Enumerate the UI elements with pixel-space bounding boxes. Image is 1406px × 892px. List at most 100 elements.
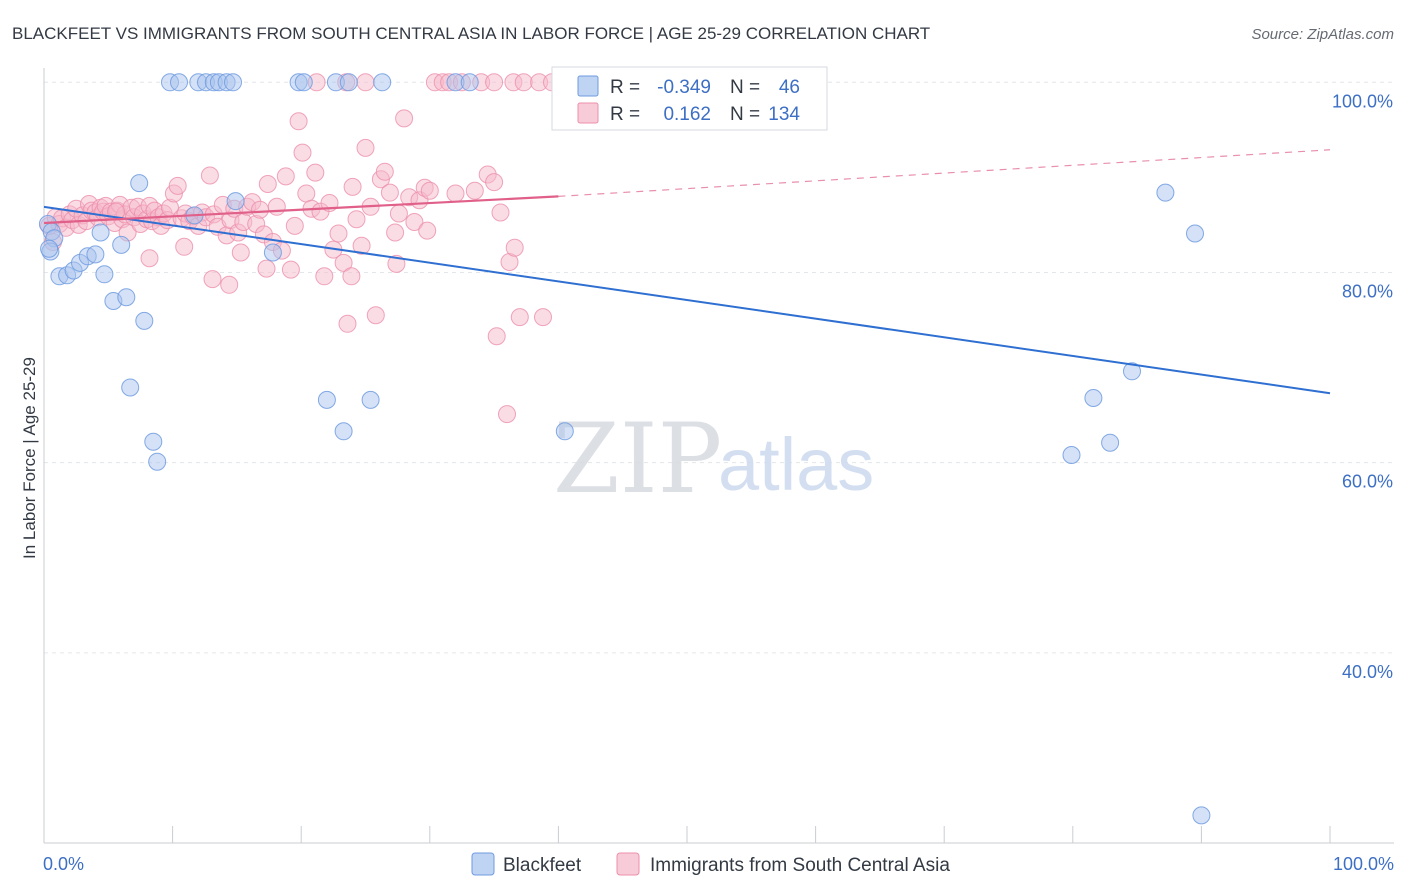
immigrants-point-130 — [220, 275, 239, 294]
legend-r-value-1: -0.349 — [657, 77, 711, 98]
legend-r-label-2: R = — [610, 104, 640, 125]
blackfeet-point-47 — [1062, 446, 1081, 464]
series-legend-label-blackfeet: Blackfeet — [503, 855, 582, 876]
immigrants-point-121 — [498, 405, 516, 424]
blackfeet-point-17 — [135, 311, 154, 330]
immigrants-point-111 — [356, 73, 375, 92]
immigrants-point-125 — [387, 254, 406, 273]
blackfeet-point-30 — [226, 192, 245, 211]
blackfeet-point-44 — [1186, 224, 1204, 243]
immigrants-point-50 — [200, 166, 219, 185]
blackfeet-point-49 — [1192, 806, 1211, 825]
immigrants-point-99 — [420, 181, 439, 200]
watermark-atlas: atlas — [718, 423, 874, 506]
series-legend: Blackfeet Immigrants from South Central … — [471, 852, 950, 876]
immigrants-point-91 — [380, 183, 399, 202]
immigrants-point-128 — [231, 243, 250, 262]
immigrants-point-82 — [338, 314, 357, 333]
y-tick-label-3: 40.0% — [1342, 662, 1393, 682]
watermark: ZIP atlas — [553, 403, 874, 515]
legend-n-value-1: 46 — [779, 77, 800, 98]
immigrants-trend-line-extrapolated — [558, 149, 1331, 197]
immigrants-point-93 — [389, 204, 408, 223]
blackfeet-point-15 — [117, 288, 136, 307]
blackfeet-point-12 — [95, 265, 114, 284]
immigrants-trend-line — [43, 195, 559, 225]
blackfeet-point-46 — [1084, 389, 1103, 407]
immigrants-point-68 — [276, 167, 295, 186]
blackfeet-point-18 — [121, 378, 140, 397]
immigrants-point-132 — [140, 249, 159, 268]
blackfeet-trend-line — [43, 205, 1331, 395]
blackfeet-point-31 — [263, 243, 282, 262]
chart-title: BLACKFEET VS IMMIGRANTS FROM SOUTH CENTR… — [12, 24, 930, 43]
immigrants-point-70 — [285, 216, 304, 235]
immigrants-point-127 — [257, 259, 276, 278]
immigrants-point-85 — [352, 236, 371, 255]
immigrants-point-77 — [315, 267, 334, 286]
blackfeet-point-41 — [460, 73, 479, 92]
immigrants-point-123 — [534, 308, 552, 327]
immigrants-point-117 — [491, 203, 510, 222]
legend-r-value-2: 0.162 — [663, 104, 711, 125]
blackfeet-point-28 — [224, 73, 242, 92]
immigrants-point-83 — [343, 177, 362, 196]
immigrants-point-88 — [366, 306, 385, 325]
immigrants-point-62 — [251, 200, 269, 219]
watermark-zip: ZIP — [553, 403, 722, 515]
blackfeet-point-20 — [148, 452, 167, 471]
blackfeet-point-36 — [373, 73, 392, 92]
blackfeet-point-45 — [1123, 362, 1141, 381]
blackfeet-point-38 — [334, 422, 353, 441]
blackfeet-point-43 — [1156, 183, 1175, 202]
immigrants-point-64 — [258, 175, 277, 193]
immigrants-point-81 — [334, 253, 353, 272]
blackfeet-point-48 — [1101, 433, 1120, 452]
immigrants-point-84 — [347, 210, 366, 229]
immigrants-point-120 — [510, 308, 529, 327]
correlation-legend: R = -0.349 N = 46 R = 0.162 N = 134 — [551, 66, 828, 131]
immigrants-point-80 — [329, 224, 348, 243]
immigrants-point-119 — [505, 238, 524, 257]
immigrants-point-75 — [306, 163, 325, 182]
trend-lines — [43, 149, 1331, 395]
blackfeet-point-37 — [317, 390, 336, 409]
blackfeet-point-10 — [86, 245, 105, 264]
blackfeet-point-42 — [555, 422, 574, 441]
immigrants-point-96 — [405, 213, 424, 231]
legend-swatch-blackfeet — [577, 75, 599, 97]
blackfeet-point-39 — [361, 390, 380, 409]
series-legend-label-immigrants: Immigrants from South Central Asia — [650, 855, 950, 876]
immigrants-point-42 — [168, 176, 187, 195]
immigrants-point-124 — [418, 221, 437, 240]
immigrants-point-90 — [375, 162, 394, 181]
series-blackfeet-points — [38, 73, 1211, 825]
immigrants-point-122 — [487, 327, 506, 346]
immigrants-point-126 — [342, 267, 361, 286]
immigrants-point-113 — [446, 184, 465, 203]
immigrants-point-114 — [465, 181, 484, 200]
blackfeet-point-22 — [170, 73, 188, 92]
legend-r-label-1: R = — [610, 77, 640, 98]
y-tick-label-1: 80.0% — [1342, 281, 1393, 301]
blackfeet-point-16 — [130, 174, 149, 193]
y-tick-labels: 100.0% 80.0% 60.0% 40.0% — [1332, 91, 1393, 682]
y-tick-label-0: 100.0% — [1332, 91, 1393, 111]
blackfeet-point-19 — [144, 432, 163, 451]
immigrants-point-71 — [289, 112, 308, 131]
immigrants-point-94 — [395, 109, 414, 128]
blackfeet-point-4 — [40, 239, 59, 258]
chart-source: Source: ZipAtlas.com — [1251, 26, 1394, 43]
legend-swatch-immigrants — [577, 102, 599, 124]
blackfeet-point-11 — [91, 223, 110, 242]
immigrants-point-72 — [293, 143, 312, 162]
immigrants-point-86 — [356, 138, 375, 157]
y-axis-label: In Labor Force | Age 25-29 — [20, 357, 39, 559]
immigrants-point-129 — [203, 270, 222, 289]
immigrants-point-107 — [514, 73, 533, 92]
x-tick-label-min: 0.0% — [43, 854, 84, 874]
immigrants-point-66 — [267, 197, 286, 216]
y-tick-label-2: 60.0% — [1342, 472, 1393, 492]
